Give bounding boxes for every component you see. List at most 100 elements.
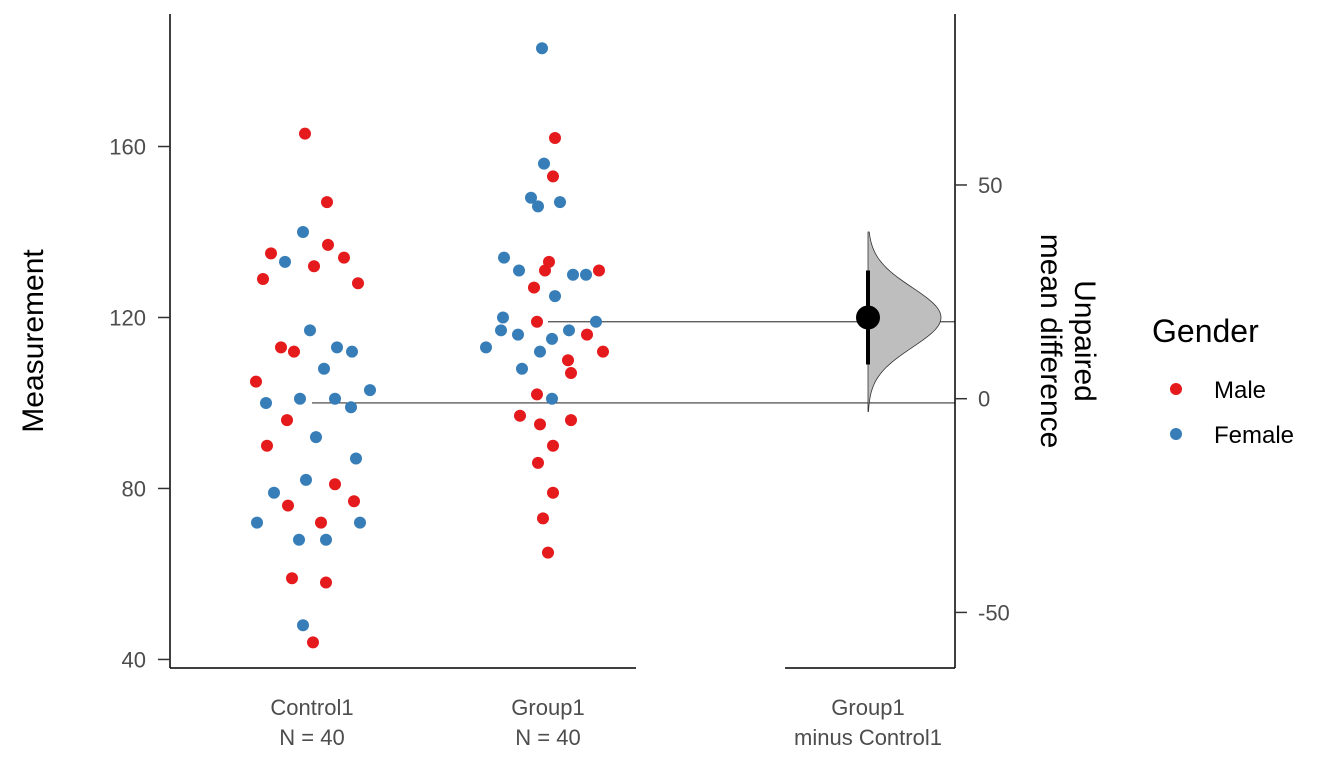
legend-title: Gender xyxy=(1152,313,1259,349)
legend-male-swatch xyxy=(1170,383,1182,395)
data-point xyxy=(307,636,319,649)
legend: Gender Male Female xyxy=(1152,313,1294,449)
legend-male-label: Male xyxy=(1214,377,1266,404)
group-mean-lines xyxy=(312,321,955,404)
data-point xyxy=(282,499,294,512)
data-point xyxy=(532,200,544,213)
data-point xyxy=(531,315,543,328)
data-point xyxy=(294,392,306,405)
raw-data-panel: 40 80 120 160 Control1 N = 40 Group1 N = 40… xyxy=(17,14,955,750)
group-label-group1-n: N = 40 xyxy=(515,725,580,750)
data-point xyxy=(354,516,366,529)
delta-axis-title-line2: mean difference xyxy=(1034,234,1067,449)
left-y-ticks: 40 80 120 160 xyxy=(109,135,170,672)
data-point xyxy=(547,439,559,452)
data-point xyxy=(525,191,537,204)
data-point xyxy=(279,255,291,268)
right-y-ticks: -50 0 50 xyxy=(955,173,1010,625)
data-point xyxy=(549,131,561,144)
data-point xyxy=(261,439,273,452)
data-point xyxy=(322,238,334,251)
data-point xyxy=(310,431,322,444)
data-point xyxy=(345,401,357,414)
data-point xyxy=(536,42,548,55)
y-axis-title: Measurement xyxy=(17,249,50,433)
data-point xyxy=(549,290,561,303)
delta-axis-title-line1: Unpaired xyxy=(1068,280,1101,402)
data-point xyxy=(497,311,509,324)
data-point xyxy=(480,341,492,354)
data-point xyxy=(364,384,376,397)
data-point xyxy=(581,328,593,341)
data-point xyxy=(542,546,554,559)
data-point xyxy=(321,196,333,209)
left-y-tick-label: 80 xyxy=(122,476,146,501)
data-point xyxy=(257,273,269,286)
data-point xyxy=(538,157,550,170)
data-point xyxy=(320,576,332,589)
data-point xyxy=(300,473,312,486)
data-point xyxy=(268,486,280,499)
legend-female-swatch xyxy=(1170,428,1182,440)
data-point xyxy=(597,345,609,358)
data-point xyxy=(281,414,293,427)
right-y-tick-label: 50 xyxy=(978,173,1002,198)
data-point xyxy=(329,478,341,491)
data-point xyxy=(495,324,507,337)
data-point xyxy=(565,414,577,427)
data-point xyxy=(513,264,525,277)
left-y-tick-label: 120 xyxy=(109,305,146,330)
data-point xyxy=(565,367,577,380)
right-y-tick-label: 0 xyxy=(978,387,990,412)
data-point xyxy=(288,345,300,358)
data-point xyxy=(547,486,559,499)
contrast-label-line2: minus Control1 xyxy=(794,725,942,750)
data-point xyxy=(304,324,316,337)
data-point xyxy=(539,264,551,277)
data-point xyxy=(593,264,605,277)
data-point xyxy=(547,170,559,183)
delta-axis-title: Unpaired mean difference xyxy=(1034,234,1101,449)
bootstrap-distribution xyxy=(867,231,942,412)
mean-difference-point xyxy=(856,305,880,330)
data-point xyxy=(528,281,540,294)
swarm-points xyxy=(250,42,609,649)
data-point xyxy=(265,247,277,260)
data-point xyxy=(329,392,341,405)
data-point xyxy=(348,495,360,508)
right-y-tick-label: -50 xyxy=(978,600,1010,625)
data-point xyxy=(537,512,549,525)
data-point xyxy=(318,362,330,375)
data-point xyxy=(308,260,320,273)
data-point xyxy=(546,392,558,405)
data-point xyxy=(293,533,305,546)
data-point xyxy=(275,341,287,354)
group-label-control1-name: Control1 xyxy=(270,695,353,720)
data-point xyxy=(352,277,364,290)
data-point xyxy=(346,345,358,358)
data-point xyxy=(563,324,575,337)
data-point xyxy=(260,396,272,409)
left-y-tick-label: 40 xyxy=(122,647,146,672)
data-point xyxy=(590,315,602,328)
data-point xyxy=(580,268,592,281)
data-point xyxy=(315,516,327,529)
legend-female-label: Female xyxy=(1214,422,1294,449)
data-point xyxy=(531,388,543,401)
data-point xyxy=(516,362,528,375)
data-point xyxy=(297,226,309,238)
data-point xyxy=(250,375,262,388)
data-point xyxy=(562,354,574,367)
data-point xyxy=(299,127,311,140)
data-point xyxy=(514,409,526,422)
group-labels: Control1 N = 40 Group1 N = 40 xyxy=(270,695,584,750)
group-label-group1-name: Group1 xyxy=(511,695,584,720)
data-point xyxy=(567,268,579,281)
data-point xyxy=(512,328,524,341)
data-point xyxy=(498,251,510,264)
data-point xyxy=(532,456,544,469)
group-label-control1-n: N = 40 xyxy=(279,725,344,750)
data-point xyxy=(297,619,309,632)
data-point xyxy=(251,516,263,529)
